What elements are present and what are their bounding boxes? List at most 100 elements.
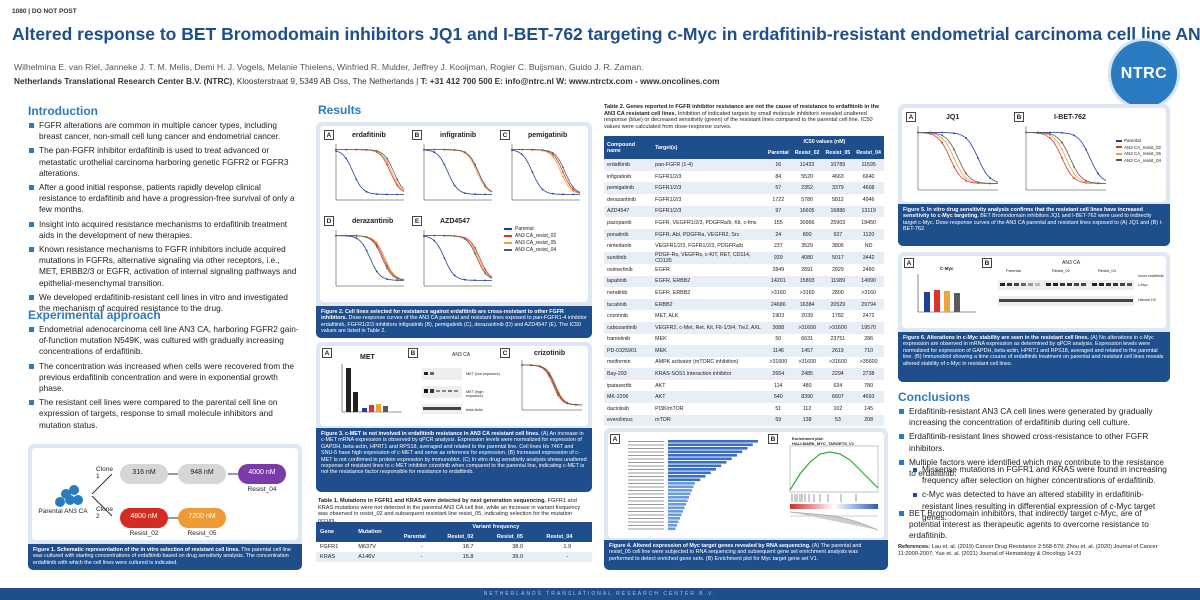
panel-letter: B bbox=[768, 434, 778, 444]
target-cell: PI3K/mTOR bbox=[655, 405, 684, 412]
ic50-cell: >31600 bbox=[828, 359, 847, 366]
figure-3-caption: Figure 3. c-MET is not involved in erdaf… bbox=[316, 428, 592, 492]
compound-cell: neratinib bbox=[607, 289, 628, 296]
approach-heading: Experimental approach bbox=[28, 308, 161, 322]
compound-cell: nintedanib bbox=[607, 243, 632, 250]
legend-item: AN3 CA_resist_05 bbox=[1116, 151, 1161, 158]
gsea-bar bbox=[668, 464, 722, 468]
target-cell: FGFR1/2/3 bbox=[652, 182, 765, 194]
ic50-cell: 16886 bbox=[822, 205, 854, 218]
group-label: Resist_02 bbox=[1052, 268, 1070, 273]
plot-title: I-BET-762 bbox=[1054, 114, 1086, 121]
legend-item: Parental bbox=[504, 226, 556, 233]
gsea-enrichment-plot bbox=[789, 445, 879, 531]
dose-response-curve bbox=[917, 132, 999, 184]
wb-band-2: MET (high exposure) bbox=[466, 390, 484, 398]
plot-legend: Parental AN3 CA_resist_02 AN3 CA_resist_05… bbox=[1116, 138, 1161, 164]
compound-cell: crizotinib bbox=[607, 313, 628, 320]
ic50-cell: 29794 bbox=[853, 298, 884, 311]
legend-item: AN3 CA_resist_02 bbox=[504, 233, 556, 240]
ic50-cell: 14201 bbox=[764, 275, 792, 288]
target-cell: mTOR bbox=[652, 414, 765, 427]
panel-letter: C bbox=[500, 348, 510, 358]
resist-04-label: Resist_04 bbox=[247, 486, 277, 493]
ic50-cell: 11989 bbox=[822, 275, 854, 288]
ic50-cell: 1457 bbox=[791, 345, 823, 357]
compound-cell: everolimus bbox=[604, 414, 653, 427]
ic50-cell: 23751 bbox=[830, 336, 846, 343]
ic50-cell: 145 bbox=[864, 405, 874, 412]
resist-05-label: Resist_05 bbox=[187, 530, 217, 537]
ic50-cell: 3442 bbox=[853, 251, 884, 264]
figure-6-caption: Figure 6. Alterations in c-Myc stability… bbox=[898, 332, 1170, 382]
ntrc-logo: NTRC bbox=[1108, 38, 1180, 110]
dose-response-curve bbox=[512, 149, 581, 193]
ic50-cell: 2800 bbox=[831, 289, 844, 296]
dose-response-curve bbox=[336, 235, 405, 281]
dose-response-curve bbox=[423, 149, 492, 195]
target-cell: MEK bbox=[655, 336, 667, 343]
ic50-cell: 102 bbox=[833, 405, 843, 412]
ic50-cell: 937 bbox=[822, 228, 854, 241]
col-header: Resist_02 bbox=[443, 532, 493, 542]
conclusion-item: Erdafitinib-resistant lines showed cross… bbox=[898, 431, 1172, 453]
figure-4-panel: A B Enrichment plot: HALLMARK_MYC_TARGET… bbox=[604, 428, 888, 570]
conclusion-subitem: c-Myc was detected to have an altered st… bbox=[912, 489, 1172, 523]
target-cell: FGFR1/2/3 bbox=[655, 173, 682, 180]
plot-title: infigratinib bbox=[440, 132, 477, 139]
cmyc-immunoblot bbox=[998, 280, 1134, 306]
compound-cell: ipatasertib bbox=[607, 382, 632, 389]
dose-response-curve bbox=[511, 149, 580, 195]
compound-cell: erdafitinib bbox=[604, 159, 653, 171]
group-label: Parental bbox=[1006, 268, 1021, 273]
legend-item: AN3 CA_resist_05 bbox=[504, 240, 556, 247]
target-cell: VEGFR1/2/3, FGFR1/2/3, PDGFRa/b bbox=[655, 243, 744, 250]
ic50-cell: 11433 bbox=[791, 159, 823, 171]
intro-item: We developed erdafitinib-resistant cell … bbox=[28, 292, 300, 314]
hours-label: hours erdafitinib bbox=[1138, 274, 1164, 278]
table-row: Bay-293 KRAS-SOS1 interaction inhibitor 26… bbox=[604, 368, 884, 380]
gsea-bar-chart bbox=[628, 440, 758, 531]
gsea-term-label bbox=[628, 462, 664, 463]
ic50-cell: 97 bbox=[764, 205, 792, 218]
compound-cell: ponatinib bbox=[604, 228, 653, 241]
target-cell: ERBB2 bbox=[652, 298, 765, 311]
dose-response-curve bbox=[424, 149, 493, 193]
ic50-cell: 2039 bbox=[801, 313, 813, 320]
ic50-cell: 4080 bbox=[791, 251, 823, 264]
ic50-cell: 16605 bbox=[791, 205, 823, 218]
target-cell: AKT bbox=[655, 382, 666, 389]
footer: NETHERLANDS TRANSLATIONAL RESEARCH CENTE… bbox=[0, 588, 1200, 600]
dose-label: 4000 nM bbox=[248, 469, 276, 476]
panel-letter: B bbox=[982, 258, 992, 268]
dose-4000-pill bbox=[238, 464, 286, 484]
conclusions-list-end: BET Bromodomain inhibitors, that indirec… bbox=[898, 508, 1172, 545]
dose-948-pill bbox=[178, 464, 226, 484]
table-row: pazopanib FGFR, VEGFR1/2/3, PDGFRa/b, Kit… bbox=[604, 217, 884, 229]
ic50-cell: 540 bbox=[764, 391, 792, 404]
gsea-bar bbox=[668, 482, 695, 485]
ic50-cell: 59 bbox=[764, 414, 792, 427]
figure-4-caption: Figure 4. Altered expression of Myc targ… bbox=[604, 540, 888, 570]
compound-cell: lapatinib bbox=[604, 275, 653, 288]
col-header: Resist_05 bbox=[822, 147, 854, 160]
dose-response-plot bbox=[335, 144, 405, 201]
ic50-cell: 1903 bbox=[772, 313, 785, 320]
dose-response-curve bbox=[522, 364, 583, 406]
ic50-cell: 25903 bbox=[830, 219, 846, 226]
dose-response-plot bbox=[423, 144, 493, 201]
ic50-cell: 5520 bbox=[801, 173, 813, 180]
ic50-cell: 30966 bbox=[799, 219, 815, 226]
gsea-bar bbox=[668, 461, 727, 464]
col-header: Mutation bbox=[354, 522, 400, 542]
gsea-bar bbox=[668, 468, 716, 471]
ic50-cell: 50 bbox=[775, 336, 782, 343]
gsea-term-label bbox=[628, 507, 664, 509]
dose-response-curve bbox=[424, 235, 493, 279]
gsea-bar bbox=[668, 496, 689, 499]
dose-response-curve bbox=[512, 149, 581, 194]
ic50-cell: 6607 bbox=[822, 391, 854, 404]
intro-item: After a good initial response, patients … bbox=[28, 182, 300, 216]
table-row: everolimus mTOR 59 138 53 208 bbox=[604, 414, 884, 427]
ic50-cell: 2654 bbox=[764, 368, 792, 380]
